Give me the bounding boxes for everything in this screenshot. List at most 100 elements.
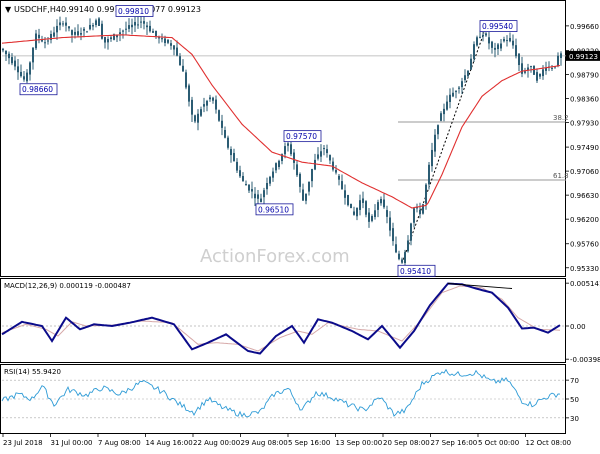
macd-divergence-line [447, 283, 513, 289]
candle-body [206, 100, 208, 106]
candle-body [59, 22, 61, 26]
candle-body [506, 40, 508, 42]
candle-body [236, 161, 238, 171]
rsi-tick-label: 70 [570, 377, 579, 385]
candle-body [104, 37, 106, 43]
candle-body [281, 154, 283, 161]
candle-body [230, 149, 232, 156]
candle-body [56, 25, 58, 33]
macd-line [1, 282, 561, 355]
candle-body [368, 212, 370, 222]
candle-body [428, 164, 430, 185]
candle-body [14, 60, 16, 67]
candle-body [386, 210, 388, 217]
candle-body [155, 30, 157, 36]
candle-body [302, 189, 304, 201]
y-tick-label: 0.97930 [570, 120, 599, 128]
y-tick-label: 0.96630 [570, 192, 599, 200]
candle-body [512, 40, 514, 46]
x-tick-label: 12 Oct 08:00 [526, 439, 572, 447]
rsi-tick-label: 50 [570, 396, 579, 404]
rsi-layer [1, 368, 565, 419]
candle-body [338, 175, 340, 180]
candle-body [347, 194, 349, 206]
y-tick-label: 0.98360 [570, 95, 599, 103]
x-tick-label: 5 Sep 16:00 [288, 439, 330, 447]
candle-body [89, 24, 91, 30]
candle-body [326, 149, 328, 154]
candle-body [227, 137, 229, 148]
candle-body [212, 97, 214, 101]
x-tick-label: 31 Jul 00:00 [51, 439, 93, 447]
candle-body [32, 47, 34, 63]
candle-body [47, 40, 49, 42]
price-label-box [397, 264, 436, 277]
candle-body [272, 171, 274, 178]
candle-body [359, 200, 361, 210]
candle-body [320, 151, 322, 157]
price-label-box [19, 83, 58, 96]
candle-body [128, 25, 130, 29]
candle-body [341, 181, 343, 190]
candle-body [278, 160, 280, 167]
candle-body [542, 69, 544, 77]
candle-body [200, 109, 202, 116]
candle-body [419, 209, 421, 215]
candle-body [299, 173, 301, 187]
candle-body [245, 184, 247, 186]
candle-body [29, 62, 31, 75]
candle-body [404, 252, 406, 264]
dropdown-arrow-icon[interactable]: ▼ [5, 5, 12, 14]
candle-body [500, 43, 502, 49]
candle-body [215, 99, 217, 110]
candle-body [242, 176, 244, 182]
candle-body [464, 75, 466, 81]
candle-body [467, 70, 469, 77]
candle-body [23, 76, 25, 80]
candle-body [251, 189, 253, 192]
x-tick-label: 23 Jul 2018 [3, 439, 43, 447]
candle-body [389, 217, 391, 231]
candle-body [470, 58, 472, 70]
candle-body [86, 31, 88, 33]
candle-body [407, 240, 409, 252]
candle-body [356, 207, 358, 217]
candle-body [269, 176, 271, 184]
candle-body [161, 38, 163, 40]
candle-body [422, 204, 424, 214]
y-tick-label: 0.96200 [570, 216, 599, 224]
candle-body [335, 169, 337, 173]
candle-body [425, 184, 427, 204]
y-tick-label: 0.99660 [570, 23, 599, 31]
candle-body [533, 66, 535, 75]
current-price-tag [566, 50, 600, 61]
candle-body [323, 148, 325, 150]
price-label: 0.96510 [258, 205, 289, 214]
rsi-line [1, 368, 561, 418]
candle-body [374, 210, 376, 217]
candle-body [350, 203, 352, 209]
candle-body [191, 99, 193, 115]
candle-body [152, 31, 154, 33]
rsi-tick-label: 30 [570, 415, 579, 423]
candle-body [455, 91, 457, 93]
candle-body [80, 33, 82, 35]
candle-body [137, 24, 139, 26]
candle-body [344, 190, 346, 198]
candle-body [365, 201, 367, 215]
candle-body [17, 66, 19, 73]
candle-body [479, 36, 481, 38]
macd-title: MACD(12,26,9) 0.000119 -0.000487 [4, 282, 131, 290]
candle-body [107, 38, 109, 43]
candle-body [143, 21, 145, 24]
candle-body [494, 47, 496, 50]
fib-level-label: 38.2 [553, 114, 569, 122]
x-tick-label: 5 Oct 00:00 [478, 439, 519, 447]
candle-body [218, 110, 220, 121]
candle-body [11, 57, 13, 64]
macd-tick-label: 0.005141 [570, 280, 600, 288]
candle-body [308, 181, 310, 192]
candle-body [71, 30, 73, 35]
candle-body [362, 198, 364, 203]
candle-body [101, 23, 103, 39]
